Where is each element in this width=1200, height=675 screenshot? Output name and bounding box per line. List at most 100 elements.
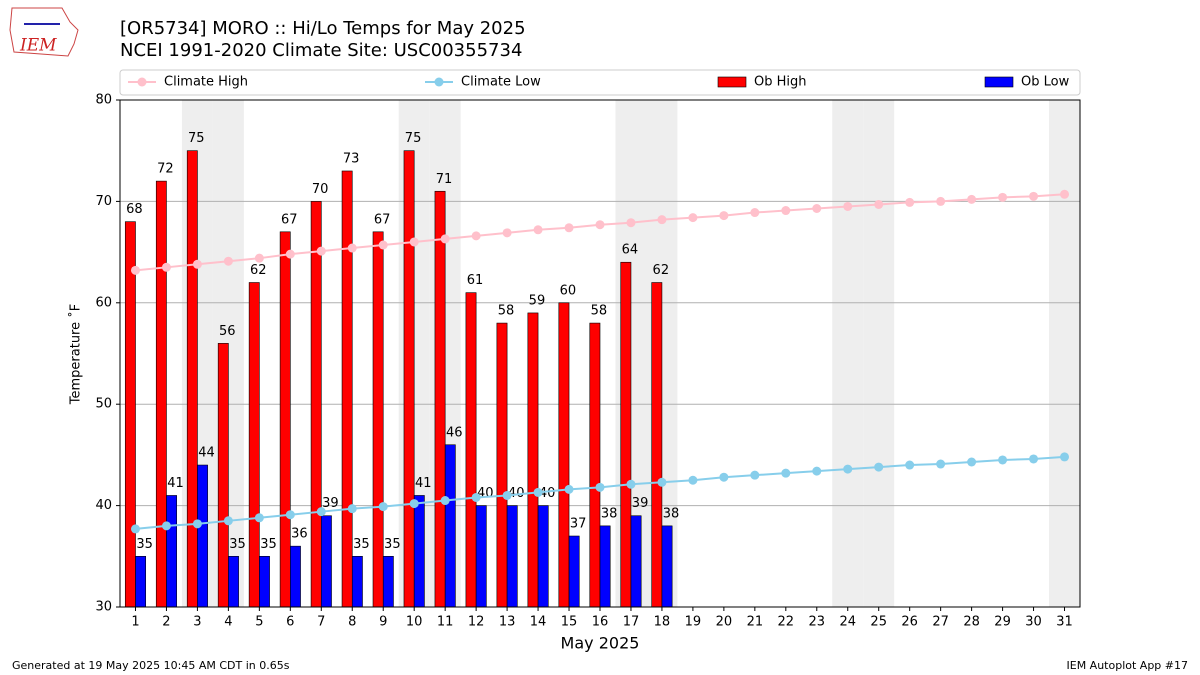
bar	[444, 444, 456, 608]
bar	[599, 525, 611, 608]
y-tick-label: 50	[95, 397, 112, 412]
bar	[135, 555, 147, 608]
bar	[630, 515, 642, 608]
point	[347, 243, 357, 253]
x-tick-label: 29	[994, 615, 1011, 630]
data-label: 38	[663, 506, 680, 521]
data-label: 35	[353, 537, 370, 552]
bar	[496, 322, 508, 608]
data-label: 59	[529, 293, 546, 308]
data-label: 35	[229, 537, 246, 552]
point	[719, 211, 729, 221]
point	[781, 468, 791, 478]
point	[533, 225, 543, 235]
point	[905, 197, 915, 207]
point	[223, 516, 233, 526]
data-label: 70	[312, 182, 329, 197]
point	[750, 208, 760, 218]
footer-left: Generated at 19 May 2025 10:45 AM CDT in…	[12, 659, 290, 672]
point	[750, 470, 760, 480]
data-label: 67	[281, 212, 298, 227]
bar	[155, 180, 167, 608]
x-tick-label: 12	[468, 615, 485, 630]
point	[161, 262, 171, 272]
legend-swatch	[984, 76, 1014, 88]
x-tick-label: 5	[255, 615, 263, 630]
bar	[589, 322, 601, 608]
x-tick-label: 10	[406, 615, 423, 630]
point	[502, 490, 512, 500]
point	[285, 249, 295, 259]
point	[192, 259, 202, 269]
line	[135, 193, 1065, 272]
bar	[186, 150, 198, 608]
point	[1029, 454, 1039, 464]
x-tick-label: 30	[1025, 615, 1042, 630]
legend-label: Climate High	[164, 75, 248, 90]
data-label: 64	[622, 243, 639, 258]
x-tick-label: 20	[716, 615, 733, 630]
point	[471, 492, 481, 502]
data-label: 72	[157, 162, 174, 177]
legend-label: Ob High	[754, 75, 807, 90]
x-tick-label: 17	[623, 615, 640, 630]
point	[626, 479, 636, 489]
x-tick-label: 25	[870, 615, 887, 630]
point	[378, 502, 388, 512]
point	[564, 223, 574, 233]
point	[595, 482, 605, 492]
bar	[434, 190, 446, 608]
data-label: 41	[167, 476, 184, 491]
x-tick-label: 23	[809, 615, 826, 630]
bar	[259, 555, 270, 608]
bar	[310, 201, 322, 608]
point	[192, 519, 202, 529]
data-label: 58	[498, 304, 515, 319]
data-label: 62	[250, 263, 267, 278]
point	[657, 215, 667, 225]
point	[719, 472, 729, 482]
bar	[651, 282, 663, 608]
x-axis-label: May 2025	[561, 634, 640, 653]
y-tick-label: 70	[95, 194, 112, 209]
x-tick-label: 24	[839, 615, 856, 630]
point	[316, 507, 326, 517]
point	[843, 201, 853, 211]
bar	[341, 170, 353, 608]
bar	[527, 312, 539, 608]
x-tick-label: 11	[437, 615, 454, 630]
legend-label: Climate Low	[461, 75, 541, 90]
y-axis-label: Temperature ˚F	[68, 304, 84, 405]
point	[130, 524, 140, 534]
logo: IEM	[9, 7, 79, 57]
bar	[475, 505, 487, 608]
x-tick-label: 21	[747, 615, 764, 630]
logo-text: IEM	[19, 36, 57, 56]
bar	[372, 231, 384, 608]
x-tick-label: 15	[561, 615, 578, 630]
data-label: 44	[198, 446, 215, 461]
x-tick-label: 4	[224, 615, 232, 630]
point	[936, 196, 946, 206]
legend-label: Ob Low	[1021, 75, 1070, 90]
bar	[320, 515, 332, 608]
data-label: 73	[343, 151, 360, 166]
point	[843, 464, 853, 474]
weekend-shade	[1049, 100, 1080, 607]
point	[626, 218, 636, 228]
data-label: 39	[322, 496, 339, 511]
x-tick-label: 14	[530, 615, 547, 630]
x-tick-label: 3	[193, 615, 201, 630]
x-tick-label: 7	[317, 615, 325, 630]
bar	[465, 292, 477, 608]
point	[316, 246, 326, 256]
data-label: 41	[415, 476, 432, 491]
data-label: 75	[405, 131, 422, 146]
x-tick-label: 1	[131, 615, 139, 630]
chart-title: [OR5734] MORO :: Hi/Lo Temps for May 202…	[120, 18, 526, 39]
bar	[506, 505, 518, 608]
data-label: 67	[374, 212, 391, 227]
bar	[661, 525, 673, 608]
weekend-shade	[832, 100, 864, 607]
data-label: 36	[291, 527, 308, 542]
